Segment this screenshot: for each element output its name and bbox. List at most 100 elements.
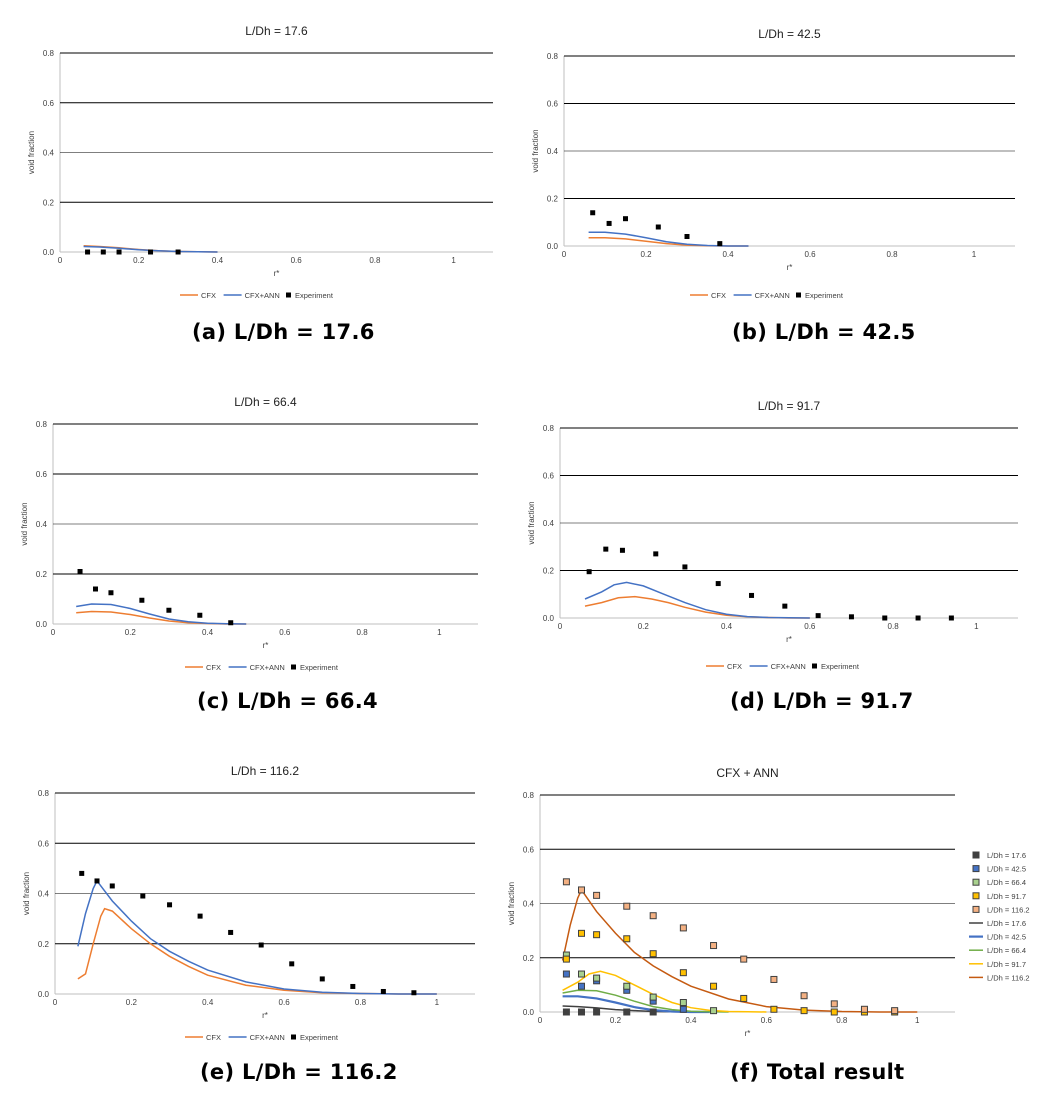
data-point (562, 878, 570, 886)
data-point (228, 620, 234, 626)
x-tick-label: 0.4 (721, 622, 733, 631)
y-tick-label: 0.2 (523, 954, 535, 963)
y-tick-label: 0.4 (43, 149, 55, 158)
chart-e: 0.0 0.2 0.4 0.6 0.8 0 0.2 0.4 0.6 0.8 1 L/Dh = 116.… (22, 764, 475, 1042)
data-point (289, 961, 295, 967)
data-point (94, 878, 100, 884)
data-point (882, 615, 888, 621)
data-point (197, 612, 203, 618)
x-tick-label: 0.6 (804, 622, 816, 631)
legend-label: L/Dh = 17.6 (987, 919, 1026, 928)
x-tick-label: 0 (562, 250, 567, 259)
data-point (800, 1007, 808, 1015)
x-tick-label: 1 (435, 998, 440, 1007)
legend-label: L/Dh = 17.6 (987, 851, 1026, 860)
data-point (740, 994, 748, 1002)
data-point (562, 1008, 570, 1016)
data-point (109, 883, 115, 889)
x-tick-label: 0.2 (638, 622, 650, 631)
data-point (586, 569, 592, 575)
y-tick-label: 0.6 (543, 472, 555, 481)
x-tick-label: 0.6 (761, 1016, 773, 1025)
y-tick-label: 0.0 (543, 614, 555, 623)
y-tick-label: 0.4 (523, 900, 535, 909)
chart-title: L/Dh = 66.4 (234, 395, 297, 409)
y-tick-label: 0.2 (38, 940, 50, 949)
data-point (578, 886, 585, 894)
data-point (653, 551, 659, 557)
data-point (740, 955, 748, 963)
x-axis-label: r* (745, 1029, 751, 1038)
x-tick-label: 1 (915, 1016, 920, 1025)
caption-c: (c) L/Dh = 66.4 (197, 689, 378, 713)
data-point (562, 970, 570, 978)
series-line (584, 581, 810, 619)
data-point (623, 216, 628, 222)
y-tick-label: 0.0 (36, 620, 48, 629)
y-axis-label: void fraction (22, 872, 31, 915)
data-point (649, 912, 657, 920)
x-axis-label: r* (274, 269, 280, 278)
x-tick-label: 1 (974, 622, 979, 631)
x-tick-label: 0.6 (279, 628, 291, 637)
data-point (770, 1005, 778, 1013)
y-axis-label: void fraction (20, 502, 29, 545)
legend-label: L/Dh = 42.5 (987, 933, 1026, 942)
x-tick-label: 1 (451, 256, 456, 265)
legend-label: CFX (201, 291, 216, 300)
y-tick-label: 0.8 (36, 420, 48, 429)
y-tick-label: 0.8 (547, 52, 559, 61)
legend-label: CFX+ANN (250, 1033, 285, 1042)
legend-label: CFX (727, 662, 742, 671)
legend-swatch (291, 664, 296, 670)
legend-swatch (796, 292, 801, 298)
x-axis-label: r* (262, 1011, 268, 1020)
chart-panel-f: 0.0 0.2 0.4 0.6 0.8 0 0.2 0.4 0.6 0.8 1 CFX + ANN r*… (505, 762, 1043, 1092)
data-point (593, 931, 601, 939)
y-tick-label: 0.6 (547, 100, 559, 109)
x-tick-label: 0.2 (640, 250, 652, 259)
data-point (623, 982, 631, 990)
x-tick-label: 0.4 (202, 628, 214, 637)
x-tick-label: 0.2 (125, 628, 137, 637)
data-point (710, 942, 718, 950)
chart-title: L/Dh = 116.2 (231, 764, 299, 778)
caption-b: (b) L/Dh = 42.5 (732, 320, 916, 344)
data-point (148, 249, 154, 255)
data-point (679, 969, 687, 977)
legend-swatch (812, 663, 817, 669)
x-tick-label: 0.8 (369, 256, 381, 265)
caption-e: (e) L/Dh = 116.2 (200, 1060, 398, 1084)
x-tick-label: 0.8 (888, 622, 900, 631)
data-point (578, 929, 585, 937)
x-tick-label: 0.6 (804, 250, 816, 259)
chart-f: 0.0 0.2 0.4 0.6 0.8 0 0.2 0.4 0.6 0.8 1 CFX + ANN r*… (507, 766, 1030, 1038)
y-tick-label: 0.8 (523, 791, 535, 800)
data-point (228, 929, 234, 935)
legend-label: CFX+ANN (771, 662, 806, 671)
y-tick-label: 0.6 (523, 845, 535, 854)
data-point (593, 891, 601, 899)
series-line (76, 603, 247, 625)
data-point (830, 1008, 838, 1016)
legend-label: CFX+ANN (250, 663, 285, 672)
x-tick-label: 0.2 (610, 1016, 622, 1025)
data-point (655, 224, 661, 230)
legend-swatch (972, 865, 980, 873)
data-point (578, 1008, 585, 1016)
legend-label: L/Dh = 91.7 (987, 960, 1026, 969)
data-point (411, 990, 417, 996)
data-point (79, 870, 85, 876)
x-tick-label: 0.4 (212, 256, 224, 265)
legend-label: CFX (711, 291, 726, 300)
legend-label: Experiment (300, 1033, 339, 1042)
data-point (623, 902, 631, 910)
data-point (782, 603, 788, 609)
data-point (679, 1005, 687, 1013)
data-point (682, 564, 688, 570)
data-point (116, 249, 122, 255)
y-axis-label: void fraction (531, 129, 540, 172)
data-point (578, 982, 585, 990)
chart-title: CFX + ANN (716, 766, 778, 780)
y-tick-label: 0.0 (38, 990, 50, 999)
